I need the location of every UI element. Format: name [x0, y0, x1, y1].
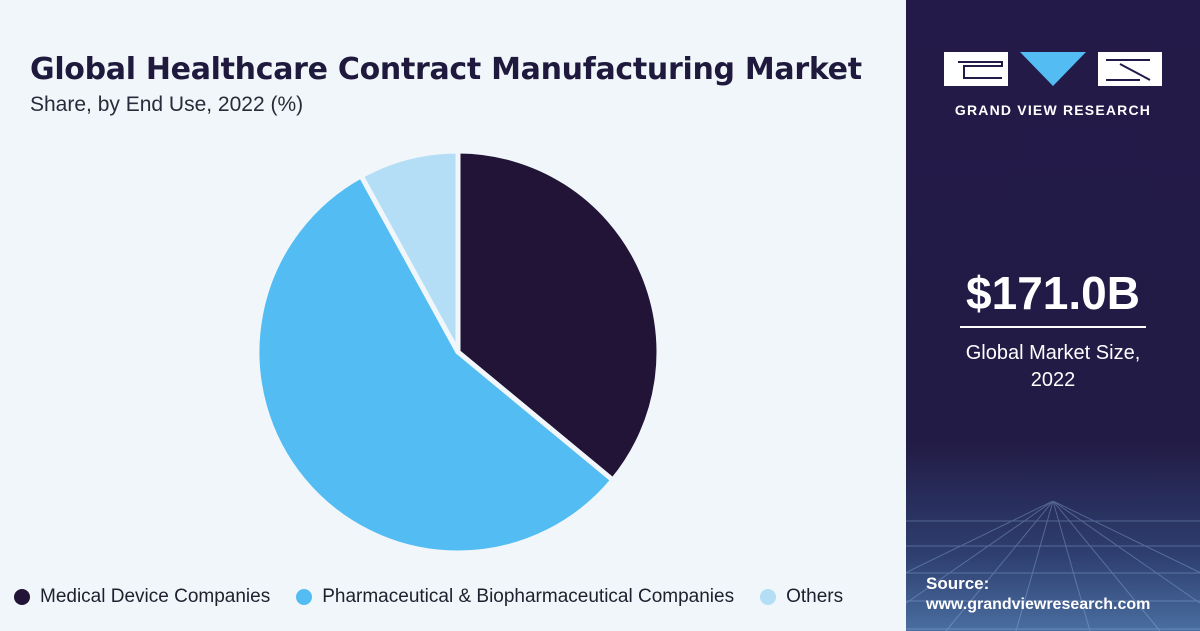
pie-chart-area — [254, 148, 662, 556]
legend-label-pharma: Pharmaceutical & Biopharmaceutical Compa… — [322, 586, 735, 607]
legend-item-medical-device: Medical Device Companies — [14, 586, 270, 608]
brand-name: GRAND VIEW RESEARCH — [954, 102, 1152, 118]
market-size-label: Global Market Size, 2022 — [906, 340, 1200, 394]
pie-chart — [254, 148, 662, 556]
legend-label-medical-device: Medical Device Companies — [40, 586, 271, 607]
legend-swatch-medical-device — [14, 589, 30, 605]
legend-item-others: Others — [760, 586, 843, 608]
source-title: Source: — [926, 574, 990, 593]
chart-title: Global Healthcare Contract Manufacturing… — [30, 52, 862, 87]
chart-subtitle: Share, by End Use, 2022 (%) — [30, 93, 304, 116]
pie-slice-medical-device — [455, 148, 662, 483]
legend-swatch-others — [760, 589, 777, 605]
market-size-label-line2: 2022 — [1030, 369, 1076, 391]
value-divider — [960, 326, 1146, 328]
grid-floor-decoration — [906, 501, 1200, 631]
legend-item-pharma: Pharmaceutical & Biopharmaceutical Compa… — [296, 586, 734, 608]
source-url: www.grandviewresearch.com — [926, 596, 1151, 613]
market-size-value: $171.0B — [966, 267, 1140, 319]
chart-legend: Medical Device Companies Pharmaceutical … — [14, 580, 843, 614]
summary-sidebar: GRAND VIEW RESEARCH $171.0B Global Marke… — [906, 0, 1200, 631]
legend-swatch-pharma — [296, 589, 313, 605]
chart-panel: Global Healthcare Contract Manufacturing… — [14, 52, 863, 614]
market-size-label-line1: Global Market Size, — [965, 342, 1141, 364]
gvr-logo — [944, 52, 1162, 86]
pie-slice-pharma — [254, 173, 616, 556]
legend-label-others: Others — [786, 586, 844, 607]
pie-slice-others — [358, 148, 461, 355]
